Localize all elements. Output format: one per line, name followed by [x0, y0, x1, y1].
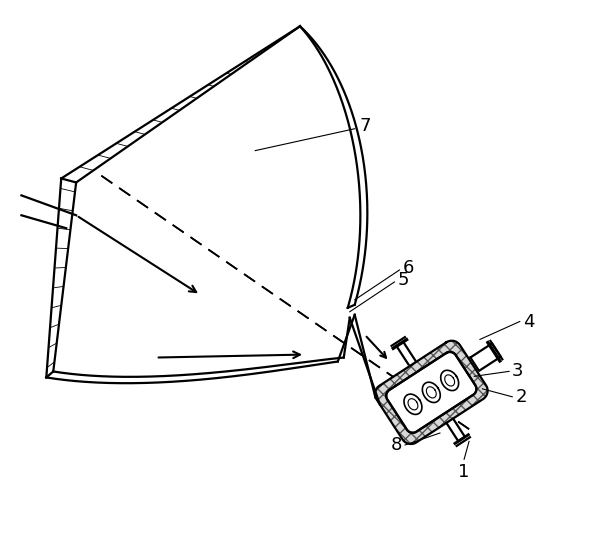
Text: 4: 4 — [523, 313, 534, 330]
Polygon shape — [386, 352, 476, 433]
Text: 6: 6 — [402, 259, 414, 277]
Polygon shape — [375, 341, 488, 444]
Text: 1: 1 — [458, 463, 470, 482]
Polygon shape — [470, 343, 501, 371]
Text: 7: 7 — [359, 117, 371, 134]
Text: 2: 2 — [515, 388, 527, 406]
Text: 8: 8 — [391, 436, 402, 454]
Text: 3: 3 — [512, 363, 523, 380]
Text: 5: 5 — [398, 271, 409, 289]
